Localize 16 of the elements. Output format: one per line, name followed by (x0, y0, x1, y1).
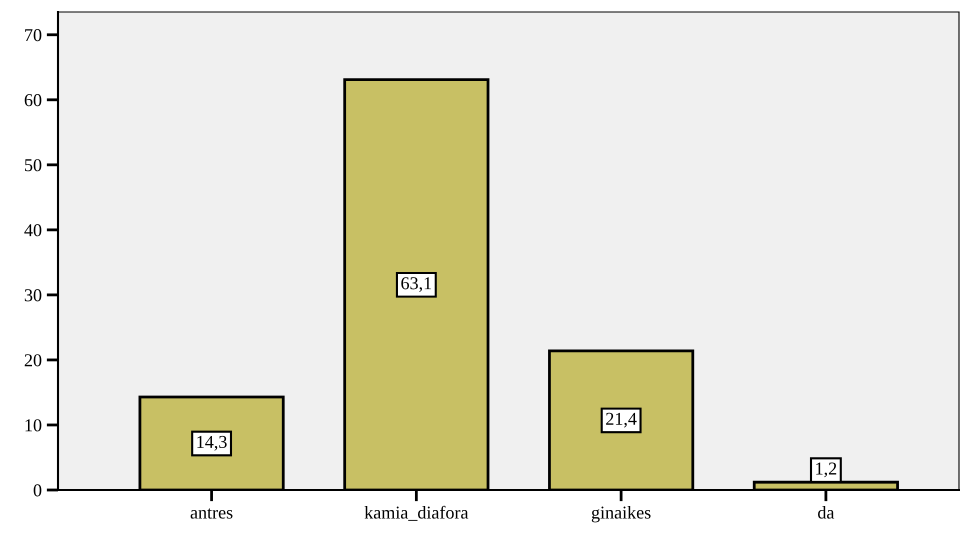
x-tick-label: kamia_diafora (364, 506, 468, 521)
y-tick-label: 40 (24, 224, 42, 236)
y-tick-label: 50 (25, 159, 42, 172)
x-tick-label: antres (190, 508, 232, 519)
data-label: 21,4 (606, 412, 637, 428)
y-tick-label: 20 (24, 354, 42, 366)
x-tick-label: da (818, 506, 834, 519)
y-tick-label: 70 (25, 29, 42, 42)
y-tick-label: 60 (24, 94, 42, 106)
x-tick-label: ginaikes (592, 506, 651, 522)
y-tick-label: 0 (34, 484, 42, 496)
data-label: 14,3 (197, 436, 227, 451)
data-label: 63,1 (401, 277, 432, 292)
y-tick-label: 10 (26, 419, 42, 432)
y-tick-label: 30 (24, 289, 42, 302)
data-label: 1,2 (816, 462, 836, 478)
